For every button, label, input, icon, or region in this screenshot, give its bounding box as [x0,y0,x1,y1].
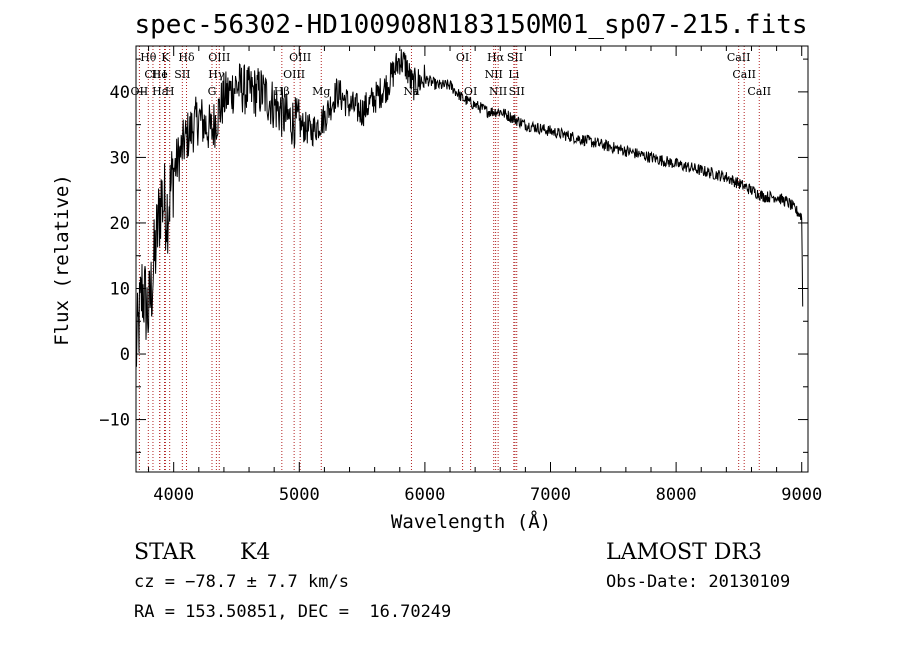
x-tick-label: 4000 [153,485,194,505]
marker-label: He [152,68,168,81]
marker-label: NII [485,68,503,81]
marker-label: OIII [283,68,305,81]
x-tick-label: 7000 [530,485,571,505]
y-tick-label: −10 [99,411,130,431]
marker-label: OI [456,51,469,64]
y-tick-label: 40 [110,83,130,103]
marker-label: CaII [727,51,751,64]
x-tick-label: 6000 [404,485,445,505]
redshift-velocity: cz = −78.7 ± 7.7 km/s [134,572,349,592]
marker-label: Hγ [208,68,225,81]
marker-label: OIII [208,51,230,64]
spectrum-line [135,49,804,367]
marker-label: CII [144,68,161,81]
y-axis: −10 0 10 20 30 40 [99,58,808,453]
plot-frame [135,45,809,473]
object-subclass: K4 [240,540,271,565]
y-tick-label: 10 [110,279,130,299]
coordinates: RA = 153.50851, DEC = 16.70249 [134,602,452,622]
marker-label: NII [489,85,507,98]
marker-label: K [161,51,170,64]
x-tick-label: 5000 [279,485,320,505]
y-axis-label: Flux (relative) [51,174,73,346]
marker-label: SII [507,51,523,64]
chart-title: spec-56302-HD100908N183150M01_sp07-215.f… [134,10,807,40]
marker-label: Hε [152,85,168,98]
marker-label: H [165,85,175,98]
x-axis-label: Wavelength (Å) [391,510,551,533]
object-class: STAR [134,540,195,565]
y-tick-label: 20 [110,214,130,234]
marker-label: Hθ [140,51,157,64]
y-tick-label: 0 [120,345,130,365]
marker-label: Hα [487,51,505,64]
observation-date: Obs-Date: 20130109 [606,572,791,592]
survey-name: LAMOST DR3 [606,540,762,565]
marker-label: Li [508,68,519,81]
marker-label: CaII [732,68,756,81]
x-tick-label: 9000 [781,485,822,505]
x-axis: 4000 5000 6000 7000 8000 9000 [148,46,822,505]
x-tick-label: 8000 [656,485,697,505]
marker-label: I [162,68,166,81]
marker-label: Mg [312,85,330,98]
y-tick-label: 30 [110,148,130,168]
marker-label: OI [464,85,477,98]
marker-label: SII [509,85,525,98]
marker-label: Hδ [178,51,195,64]
marker-label: SII [174,68,190,81]
marker-label: OIII [289,51,311,64]
marker-label: G [208,85,217,98]
spectrum-series [135,49,804,367]
marker-label: CaII [747,85,771,98]
